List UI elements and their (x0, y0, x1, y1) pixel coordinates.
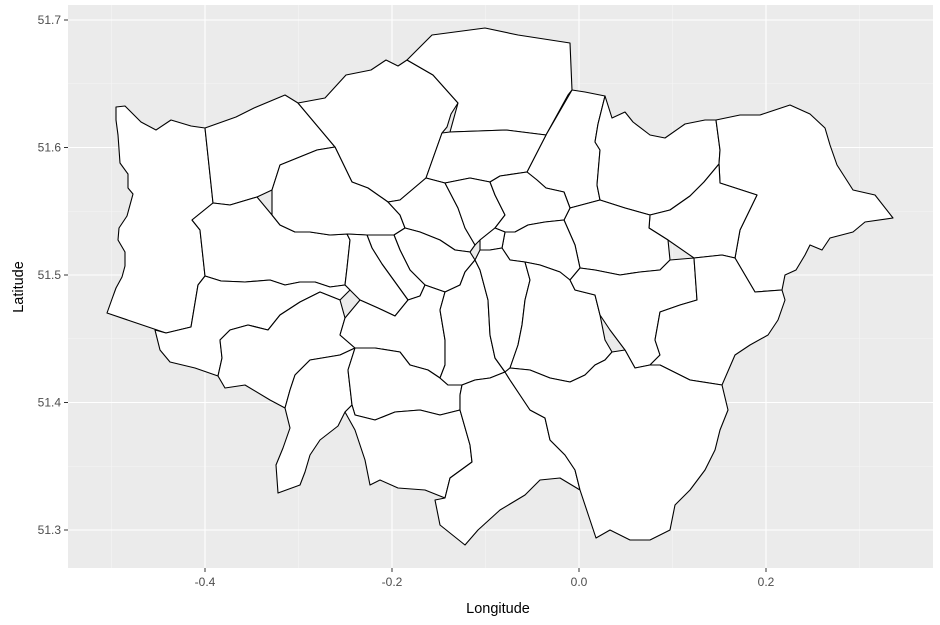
y-tick-label: 51.4 (38, 396, 62, 410)
x-tick-label: 0.0 (571, 575, 588, 589)
y-axis-title: Latitude (11, 261, 27, 313)
x-axis-title: Longitude (466, 601, 530, 617)
borough-enfield (406, 27, 573, 136)
axes: -0.4 -0.2 0.0 0.2 51.3 51.4 51.5 51.6 51.7 Long… (11, 13, 775, 617)
x-tick-label: 0.2 (758, 575, 775, 589)
borough-hillingdon (106, 105, 214, 334)
x-tick-label: -0.2 (382, 575, 403, 589)
y-tick-label: 51.7 (38, 13, 62, 27)
x-axis-ticks: -0.4 -0.2 0.0 0.2 (195, 568, 775, 589)
y-tick-label: 51.3 (38, 523, 62, 537)
y-axis-ticks: 51.3 51.4 51.5 51.6 51.7 (38, 13, 68, 537)
x-tick-label: -0.4 (195, 575, 216, 589)
borough-polygons (106, 27, 894, 546)
y-tick-label: 51.5 (38, 268, 62, 282)
borough-bexley (649, 254, 786, 386)
borough-bromley (504, 349, 729, 541)
y-tick-label: 51.6 (38, 141, 62, 155)
